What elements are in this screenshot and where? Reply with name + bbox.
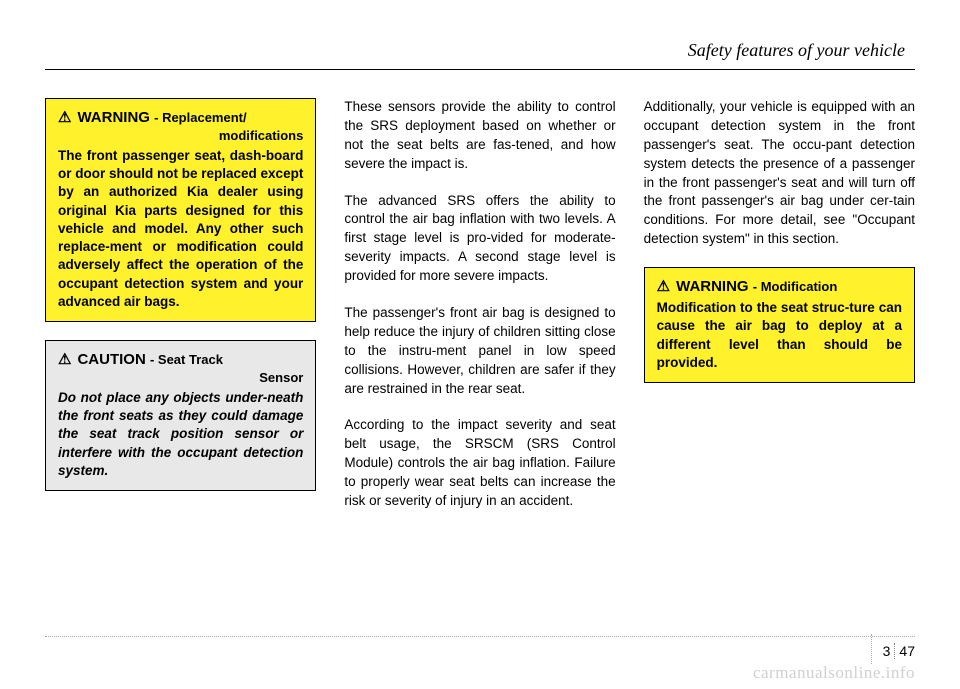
dotted-line-bottom <box>45 636 915 637</box>
warning-label: WARNING <box>77 109 150 126</box>
header-title: Safety features of your vehicle <box>688 40 905 60</box>
column-3: Additionally, your vehicle is equipped w… <box>644 98 915 529</box>
page-number: 3 47 <box>883 643 915 659</box>
warning-box-replacement: ⚠ WARNING - Replacement/ modifications T… <box>45 98 316 322</box>
section-number: 3 <box>883 643 896 659</box>
warning-sub: - Replacement/ <box>154 110 246 125</box>
warning2-title: ⚠ WARNING - Modification <box>657 278 902 295</box>
caution-box-seat-track: ⚠ CAUTION - Seat Track Sensor Do not pla… <box>45 340 316 491</box>
column-1: ⚠ WARNING - Replacement/ modifications T… <box>45 98 316 529</box>
caution-icon: ⚠ <box>58 352 71 367</box>
warning2-label: WARNING <box>676 278 749 295</box>
page-header: Safety features of your vehicle <box>45 40 915 70</box>
caution-title: ⚠ CAUTION - Seat Track <box>58 351 303 368</box>
warning2-body: Modification to the seat struc-ture can … <box>657 299 902 372</box>
manual-page: Safety features of your vehicle ⚠ WARNIN… <box>0 0 960 689</box>
para-occupant-detection: Additionally, your vehicle is equipped w… <box>644 98 915 249</box>
caution-label: CAUTION <box>77 351 145 368</box>
para-passenger-airbag: The passenger's front air bag is designe… <box>344 304 615 398</box>
caution-body: Do not place any objects under-neath the… <box>58 389 303 480</box>
para-sensors: These sensors provide the ability to con… <box>344 98 615 174</box>
content-columns: ⚠ WARNING - Replacement/ modifications T… <box>45 98 915 529</box>
para-srscm: According to the impact severity and sea… <box>344 416 615 510</box>
page-number-value: 47 <box>899 643 915 659</box>
dotted-line-vertical <box>871 634 872 664</box>
warning-icon: ⚠ <box>657 279 670 294</box>
caution-sub2: Sensor <box>58 370 303 385</box>
watermark: carmanualsonline.info <box>753 663 915 683</box>
warning-sub2: modifications <box>58 128 303 143</box>
warning2-sub: - Modification <box>753 279 838 294</box>
warning-title: ⚠ WARNING - Replacement/ <box>58 109 303 126</box>
column-2: These sensors provide the ability to con… <box>344 98 615 529</box>
warning-body: The front passenger seat, dash-board or … <box>58 147 303 311</box>
warning-icon: ⚠ <box>58 110 71 125</box>
warning-box-modification: ⚠ WARNING - Modification Modification to… <box>644 267 915 383</box>
caution-sub: - Seat Track <box>150 352 223 367</box>
para-advanced-srs: The advanced SRS offers the ability to c… <box>344 192 615 286</box>
